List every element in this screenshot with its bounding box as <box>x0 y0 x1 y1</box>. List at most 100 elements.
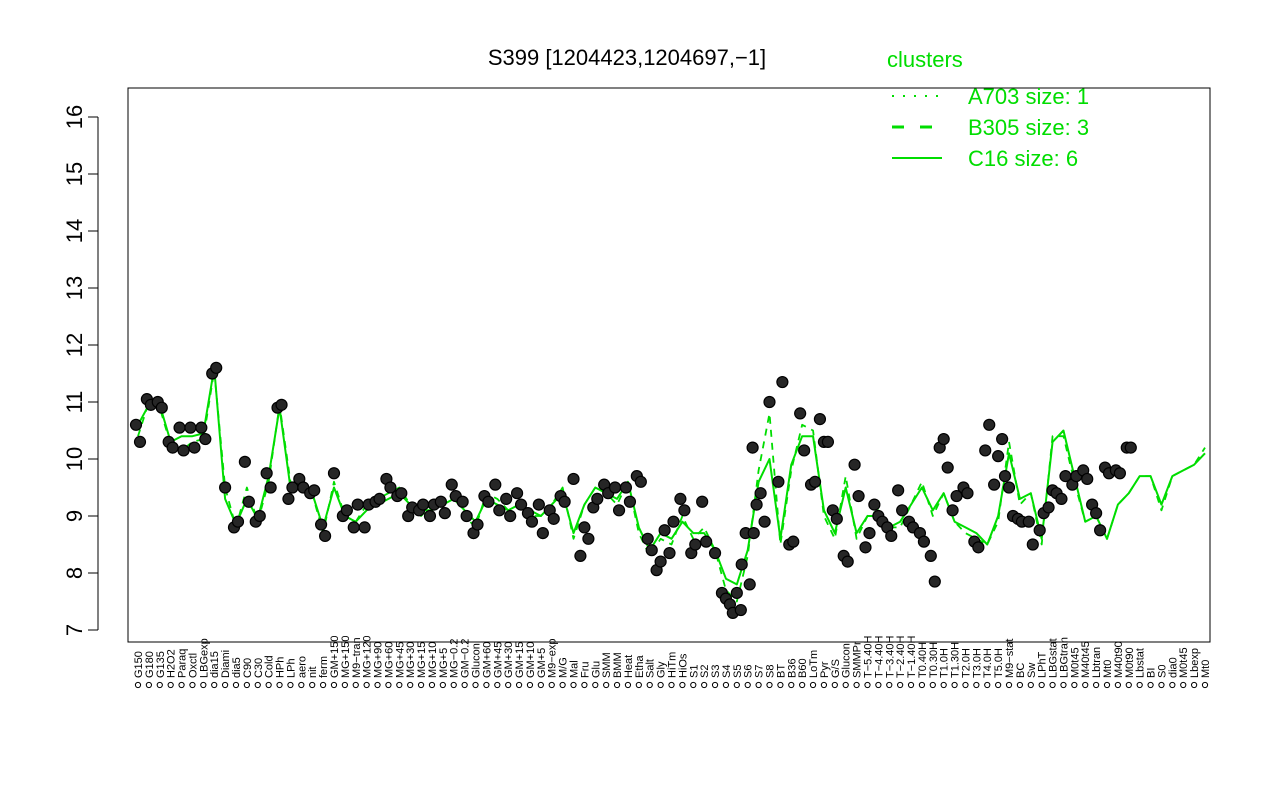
x-tick-label: LBGexp <box>198 638 210 678</box>
x-tick-label: Mt0 <box>1200 660 1212 678</box>
data-point-fill <box>735 604 747 616</box>
data-point-fill <box>814 413 826 425</box>
x-tick-marker <box>1158 681 1165 689</box>
data-point-fill <box>892 484 904 496</box>
x-tick-marker <box>766 681 773 689</box>
data-point-fill <box>472 519 484 531</box>
x-tick-label: T2.0H <box>960 648 972 678</box>
x-tick-marker <box>374 681 381 689</box>
x-tick-marker <box>1071 681 1078 689</box>
x-tick-label: BC <box>1015 663 1027 678</box>
x-tick-marker <box>515 681 523 689</box>
x-tick-label: T−5.40H <box>862 635 874 678</box>
series-line-1 <box>137 366 1206 586</box>
x-tick-marker <box>1191 681 1198 689</box>
x-tick-label: GM+15 <box>514 642 526 678</box>
data-point-fill <box>678 504 690 516</box>
data-point-fill <box>1090 507 1102 519</box>
x-tick-marker <box>526 681 534 689</box>
x-tick-marker <box>853 681 860 689</box>
data-point-fill <box>1059 470 1071 482</box>
x-tick-marker <box>788 681 795 689</box>
x-tick-label: Oxctl <box>187 653 199 678</box>
x-tick-marker <box>450 681 457 689</box>
x-tick-marker <box>145 681 152 689</box>
legend-title: clusters <box>887 47 963 72</box>
data-point-fill <box>822 436 834 448</box>
x-tick-label: GM+10 <box>525 642 537 678</box>
x-tick-label: S0 <box>1156 665 1168 678</box>
data-point-fill <box>983 419 995 431</box>
x-tick-label: T−2.40H <box>895 635 907 678</box>
data-point-fill <box>167 442 179 454</box>
data-point-fill <box>646 544 658 556</box>
data-point-fill <box>996 433 1008 445</box>
data-point-fill <box>243 496 255 508</box>
data-point-fill <box>798 444 810 456</box>
data-point-fill <box>868 499 880 511</box>
x-tick-label: BMM <box>612 652 624 678</box>
data-point-fill <box>674 493 686 505</box>
x-tick-label: LoTm <box>808 650 820 678</box>
x-tick-marker <box>1201 681 1209 689</box>
data-point-fill <box>348 521 360 533</box>
data-point-fill <box>130 419 142 431</box>
x-tick-label: M40t45 <box>1080 641 1092 678</box>
data-point-fill <box>794 407 806 419</box>
x-tick-marker <box>483 681 490 689</box>
x-tick-label: Glucon <box>841 643 853 678</box>
x-tick-label: MG+90 <box>373 642 385 678</box>
x-tick-marker <box>1027 681 1034 689</box>
x-tick-marker <box>211 681 218 689</box>
y-tick-label: 14 <box>62 219 87 243</box>
data-point-fill <box>533 499 545 511</box>
x-tick-marker <box>319 681 327 689</box>
data-point-fill <box>776 376 788 388</box>
x-tick-marker <box>940 681 947 689</box>
x-tick-marker <box>494 681 501 689</box>
x-tick-label: Diami <box>220 650 232 678</box>
data-point-fill <box>239 456 251 468</box>
data-point-fill <box>435 496 447 508</box>
x-tick-label: S3 <box>710 665 722 678</box>
x-tick-label: dia5 <box>231 657 243 678</box>
x-tick-marker <box>907 681 915 689</box>
data-point-fill <box>515 499 527 511</box>
data-point-fill <box>395 487 407 499</box>
x-tick-label: Lbexp <box>1189 648 1201 678</box>
data-point-fill <box>328 467 340 479</box>
x-tick-marker <box>461 681 468 689</box>
x-tick-label: Sw <box>1026 663 1038 678</box>
data-point-fill <box>979 444 991 456</box>
data-point-fill <box>156 402 168 414</box>
data-point-fill <box>417 499 429 511</box>
data-point-fill <box>1081 473 1093 485</box>
data-point-fill <box>689 539 701 550</box>
data-point-fill <box>668 516 679 528</box>
data-point-fill <box>664 547 675 559</box>
x-tick-label: GM+45 <box>492 642 504 678</box>
x-tick-label: HPh <box>275 657 287 678</box>
data-point-fill <box>276 399 288 411</box>
data-point-fill <box>178 444 190 456</box>
x-tick-marker <box>973 681 980 689</box>
x-tick-label: T−3.40H <box>884 635 896 678</box>
plot-border <box>127 87 1211 643</box>
x-tick-label: Mt0 <box>1102 660 1114 678</box>
data-point-fill <box>559 496 571 508</box>
x-tick-label: T4.0H <box>982 648 994 678</box>
legend-label: B305 size: 3 <box>968 115 1089 140</box>
data-point-fill <box>809 476 821 488</box>
data-point-fill <box>885 530 897 542</box>
x-tick-marker <box>755 681 762 689</box>
x-tick-label: LBGstat <box>1048 638 1060 678</box>
data-point-fill <box>620 482 632 493</box>
data-point-fill <box>188 442 200 454</box>
x-tick-label: T3.0H <box>971 648 983 678</box>
x-tick-label: T5.0H <box>993 648 1005 678</box>
data-point-fill <box>1027 539 1039 550</box>
x-tick-label: aero <box>296 656 308 678</box>
series-line-2 <box>137 369 1206 603</box>
data-point-fill <box>642 533 654 545</box>
data-point-fill <box>134 436 146 448</box>
